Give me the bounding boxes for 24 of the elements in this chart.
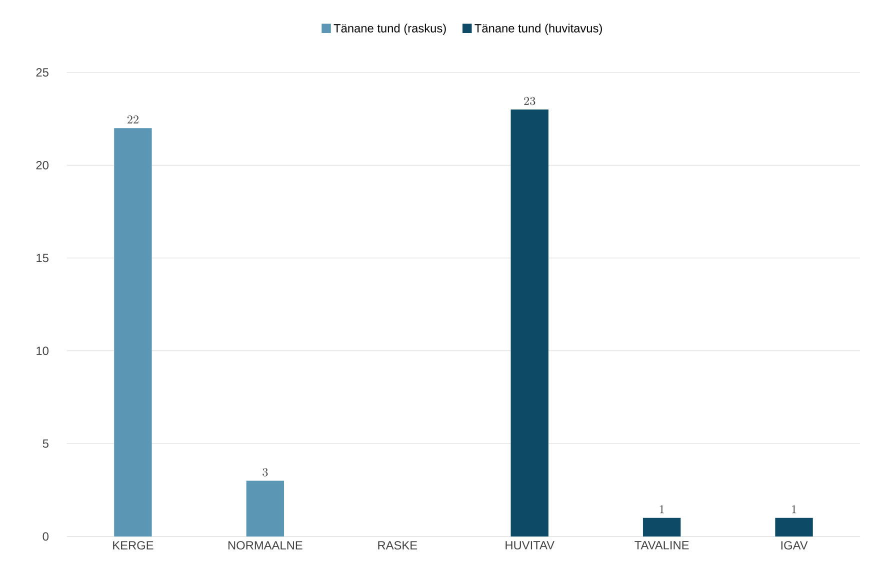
x-tick-label: TAVALINE	[634, 541, 689, 550]
bar	[246, 480, 284, 536]
y-tick-label: 15	[36, 254, 48, 262]
x-tick-label: IGAV	[781, 541, 808, 550]
x-tick-label: RASKE	[378, 541, 418, 550]
data-label: 22	[127, 115, 138, 124]
legend-label: Tänane tund (huvitavus)	[474, 24, 602, 35]
data-label: 23	[524, 96, 536, 106]
bar	[775, 518, 813, 536]
y-tick-label: 10	[36, 346, 48, 356]
bar	[510, 110, 548, 536]
x-tick-label: NORMAALNE	[228, 541, 302, 550]
y-tick-label: 5	[42, 439, 48, 448]
y-tick-label: 25	[36, 68, 48, 77]
bar	[642, 518, 681, 536]
legend-label: Tänane tund (raskus)	[334, 24, 446, 35]
data-label: 1	[792, 505, 796, 514]
x-tick-label: KERGE	[113, 541, 154, 550]
y-tick-label: 20	[36, 160, 48, 170]
data-label: 1	[660, 505, 664, 514]
y-tick-label: 0	[42, 532, 48, 541]
bar	[114, 128, 152, 536]
data-label: 3	[262, 468, 268, 476]
x-tick-label: HUVITAV	[506, 541, 554, 550]
